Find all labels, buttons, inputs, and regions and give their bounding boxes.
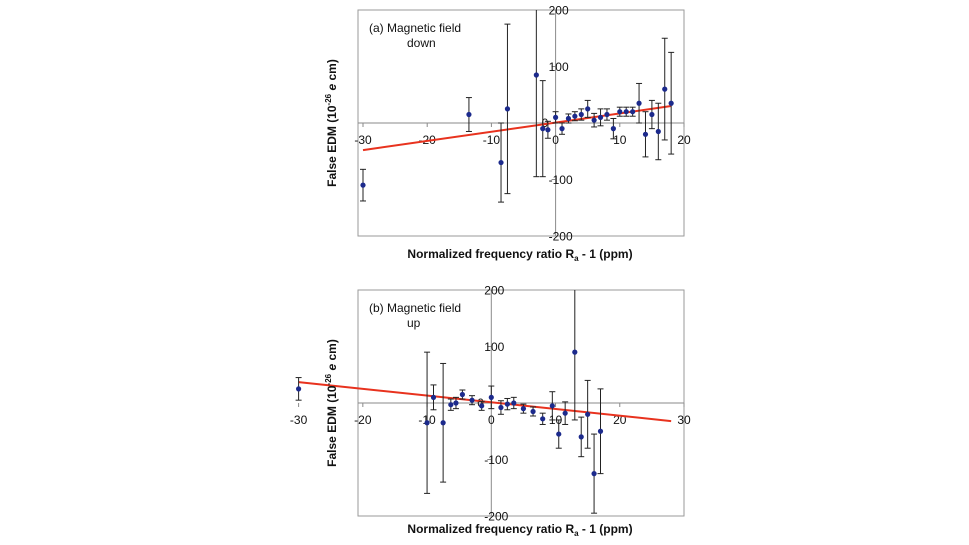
- panel-a-y-zero-label: 0: [542, 116, 549, 130]
- panel-a-annotation-line: down: [407, 36, 436, 50]
- panel-b-data-point: [504, 401, 510, 407]
- panel-a-data-point: [597, 114, 604, 120]
- panel-b-x-tick-label: -30: [290, 413, 308, 427]
- panel-b-y-tick-label: -200: [484, 510, 508, 524]
- panel-b-data-point: [488, 394, 494, 400]
- panel-b-data-point: [578, 434, 584, 440]
- panel-a-x-axis-label: Normalized frequency ratio Ra - 1 (ppm): [407, 247, 632, 263]
- panel-a-x-tick-label: -30: [354, 133, 372, 147]
- panel-a-x-tick-label: 10: [613, 133, 627, 147]
- panel-a-data-point: [617, 109, 623, 115]
- panel-a-x-tick-label: -10: [483, 133, 501, 147]
- panel-a-data-point: [662, 86, 668, 92]
- panel-a-data-point: [642, 131, 649, 137]
- panel-a-y-axis-label: False EDM (10-26 e cm): [324, 59, 339, 187]
- panel-b-x-tick-label: -20: [354, 413, 372, 427]
- panel-b-data-point: [459, 391, 465, 398]
- panel-a-data-point: [591, 117, 597, 123]
- panel-b-data-point: [520, 406, 527, 412]
- panel-b-y-tick-label: 100: [484, 340, 504, 354]
- panel-b-data-point: [511, 400, 517, 406]
- panel-b-fit-line: [298, 381, 672, 423]
- panel-a-data-point: [504, 106, 511, 112]
- panel-a-data-point: [540, 126, 546, 132]
- panel-a-data-point: [559, 126, 565, 132]
- panel-b-data-point: [430, 394, 437, 400]
- panel-b-annotation-line: (b) Magnetic field: [369, 301, 461, 315]
- panel-a-data-point: [636, 100, 642, 106]
- panel-a-data-point: [565, 115, 572, 122]
- panel-a-data-point: [655, 128, 661, 135]
- panel-a-y-tick-label: -100: [549, 173, 573, 187]
- panel-a-annotation-line: (a) Magnetic field: [369, 21, 461, 35]
- panel-a-y-tick-label: 200: [549, 4, 569, 18]
- panel-b-data-point: [530, 408, 536, 415]
- panel-b-data-point: [562, 410, 568, 416]
- panel-a-data-point: [610, 126, 616, 132]
- panel-a-data-point: [545, 127, 551, 133]
- panel-a-data-point: [498, 159, 504, 166]
- panel-b-y-axis-label: False EDM (10-26 e cm): [324, 339, 339, 467]
- panel-b-data-point: [591, 471, 597, 477]
- panel-b-data-point: [479, 403, 485, 409]
- panel-b-data-point: [572, 349, 578, 355]
- panel-a-y-tick-label: -200: [549, 230, 573, 244]
- panel-b-x-axis-label: Normalized frequency ratio Ra - 1 (ppm): [407, 522, 632, 538]
- panel-a-data-point: [553, 114, 559, 120]
- panel-b-data-point: [453, 400, 459, 406]
- panel-b-annotation-line: up: [407, 316, 421, 330]
- panel-a-data-point: [623, 109, 629, 115]
- panel-b-data-point: [585, 411, 591, 417]
- panel-b-data-point: [469, 397, 475, 403]
- panel-a-data-point: [572, 113, 578, 119]
- panel-b-data-point: [556, 431, 562, 437]
- panel-b-y-tick-label: -100: [484, 453, 508, 467]
- panel-a-data-point: [360, 182, 366, 188]
- panel-b-data-point: [424, 420, 430, 426]
- panel-b-data-point: [498, 404, 504, 411]
- panel-a-y-tick-label: 100: [549, 60, 569, 74]
- panel-b-x-tick-label: 0: [488, 413, 495, 427]
- panel-a-data-point: [533, 72, 539, 78]
- panel-a-data-point: [630, 109, 636, 115]
- panel-b-data-point: [597, 428, 604, 434]
- panel-a-data-point: [649, 111, 655, 118]
- panel-a-data-point: [578, 111, 584, 118]
- panel-b-data-point: [549, 403, 555, 409]
- panel-a-data-point: [466, 111, 472, 118]
- panel-a-data-point: [604, 111, 610, 118]
- panel-b-data-point: [540, 416, 546, 422]
- panel-a-x-tick-label: 0: [552, 133, 559, 147]
- panel-b-data-point: [448, 402, 454, 408]
- panel-b-data-point: [296, 386, 302, 392]
- panel-b-data-point: [440, 420, 446, 426]
- panel-a-data-point: [668, 100, 674, 106]
- panel-a-x-tick-label: 20: [677, 133, 691, 147]
- panel-a-data-point: [585, 106, 591, 112]
- panel-b-x-tick-label: 30: [677, 413, 691, 427]
- panel-b-y-tick-label: 200: [484, 284, 504, 298]
- panel-b-y-zero-label: 0: [477, 396, 484, 410]
